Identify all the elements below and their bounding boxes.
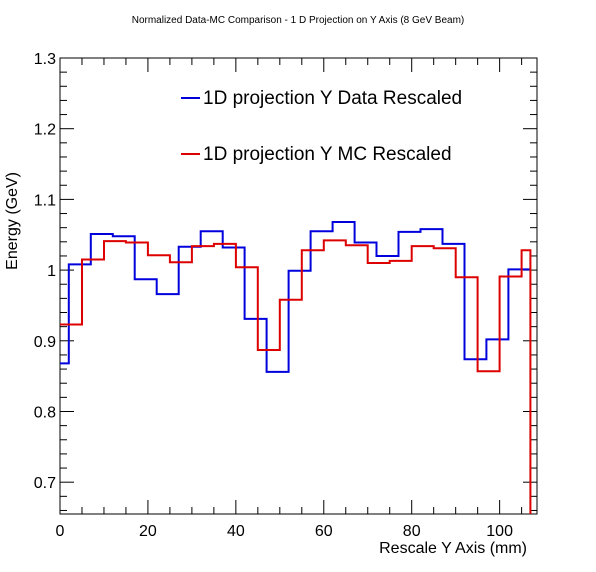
x-axis-ticks: [59, 58, 523, 514]
y-axis-ticks: [60, 57, 537, 511]
x-tick-label: 80: [403, 523, 421, 540]
y-tick-label: 1.2: [34, 122, 56, 139]
y-tick-label: 1: [47, 263, 56, 280]
series-line-data: [60, 221, 531, 373]
legend-label-data: 1D projection Y Data Rescaled: [203, 88, 462, 109]
x-tick-label: 60: [315, 523, 333, 540]
y-tick-label: 0.9: [34, 334, 56, 351]
y-tick-label: 0.8: [34, 404, 56, 421]
y-tick-label: 0.7: [34, 475, 56, 492]
x-tick-label: 40: [227, 523, 245, 540]
series-layer: [60, 221, 532, 514]
series-line-mc: [60, 239, 532, 514]
x-axis-tick-labels: 0 20 40 60 80 100: [56, 523, 514, 540]
x-tick-label: 0: [56, 523, 65, 540]
legend-label-mc: 1D projection Y MC Rescaled: [203, 144, 452, 165]
x-axis-title: Rescale Y Axis (mm): [379, 540, 527, 557]
y-axis-title: Energy (GeV): [4, 172, 21, 270]
x-tick-label: 20: [139, 523, 157, 540]
y-tick-label: 1.3: [34, 51, 56, 68]
x-tick-label: 100: [486, 523, 513, 540]
plot-frame: [59, 57, 538, 515]
y-axis-tick-labels: 0.7 0.8 0.9 1 1.1 1.2 1.3: [34, 51, 56, 492]
y-tick-label: 1.1: [34, 192, 56, 209]
chart-title: Normalized Data-MC Comparison - 1 D Proj…: [132, 15, 465, 26]
legend: 1D projection Y Data Rescaled 1D project…: [181, 88, 462, 165]
